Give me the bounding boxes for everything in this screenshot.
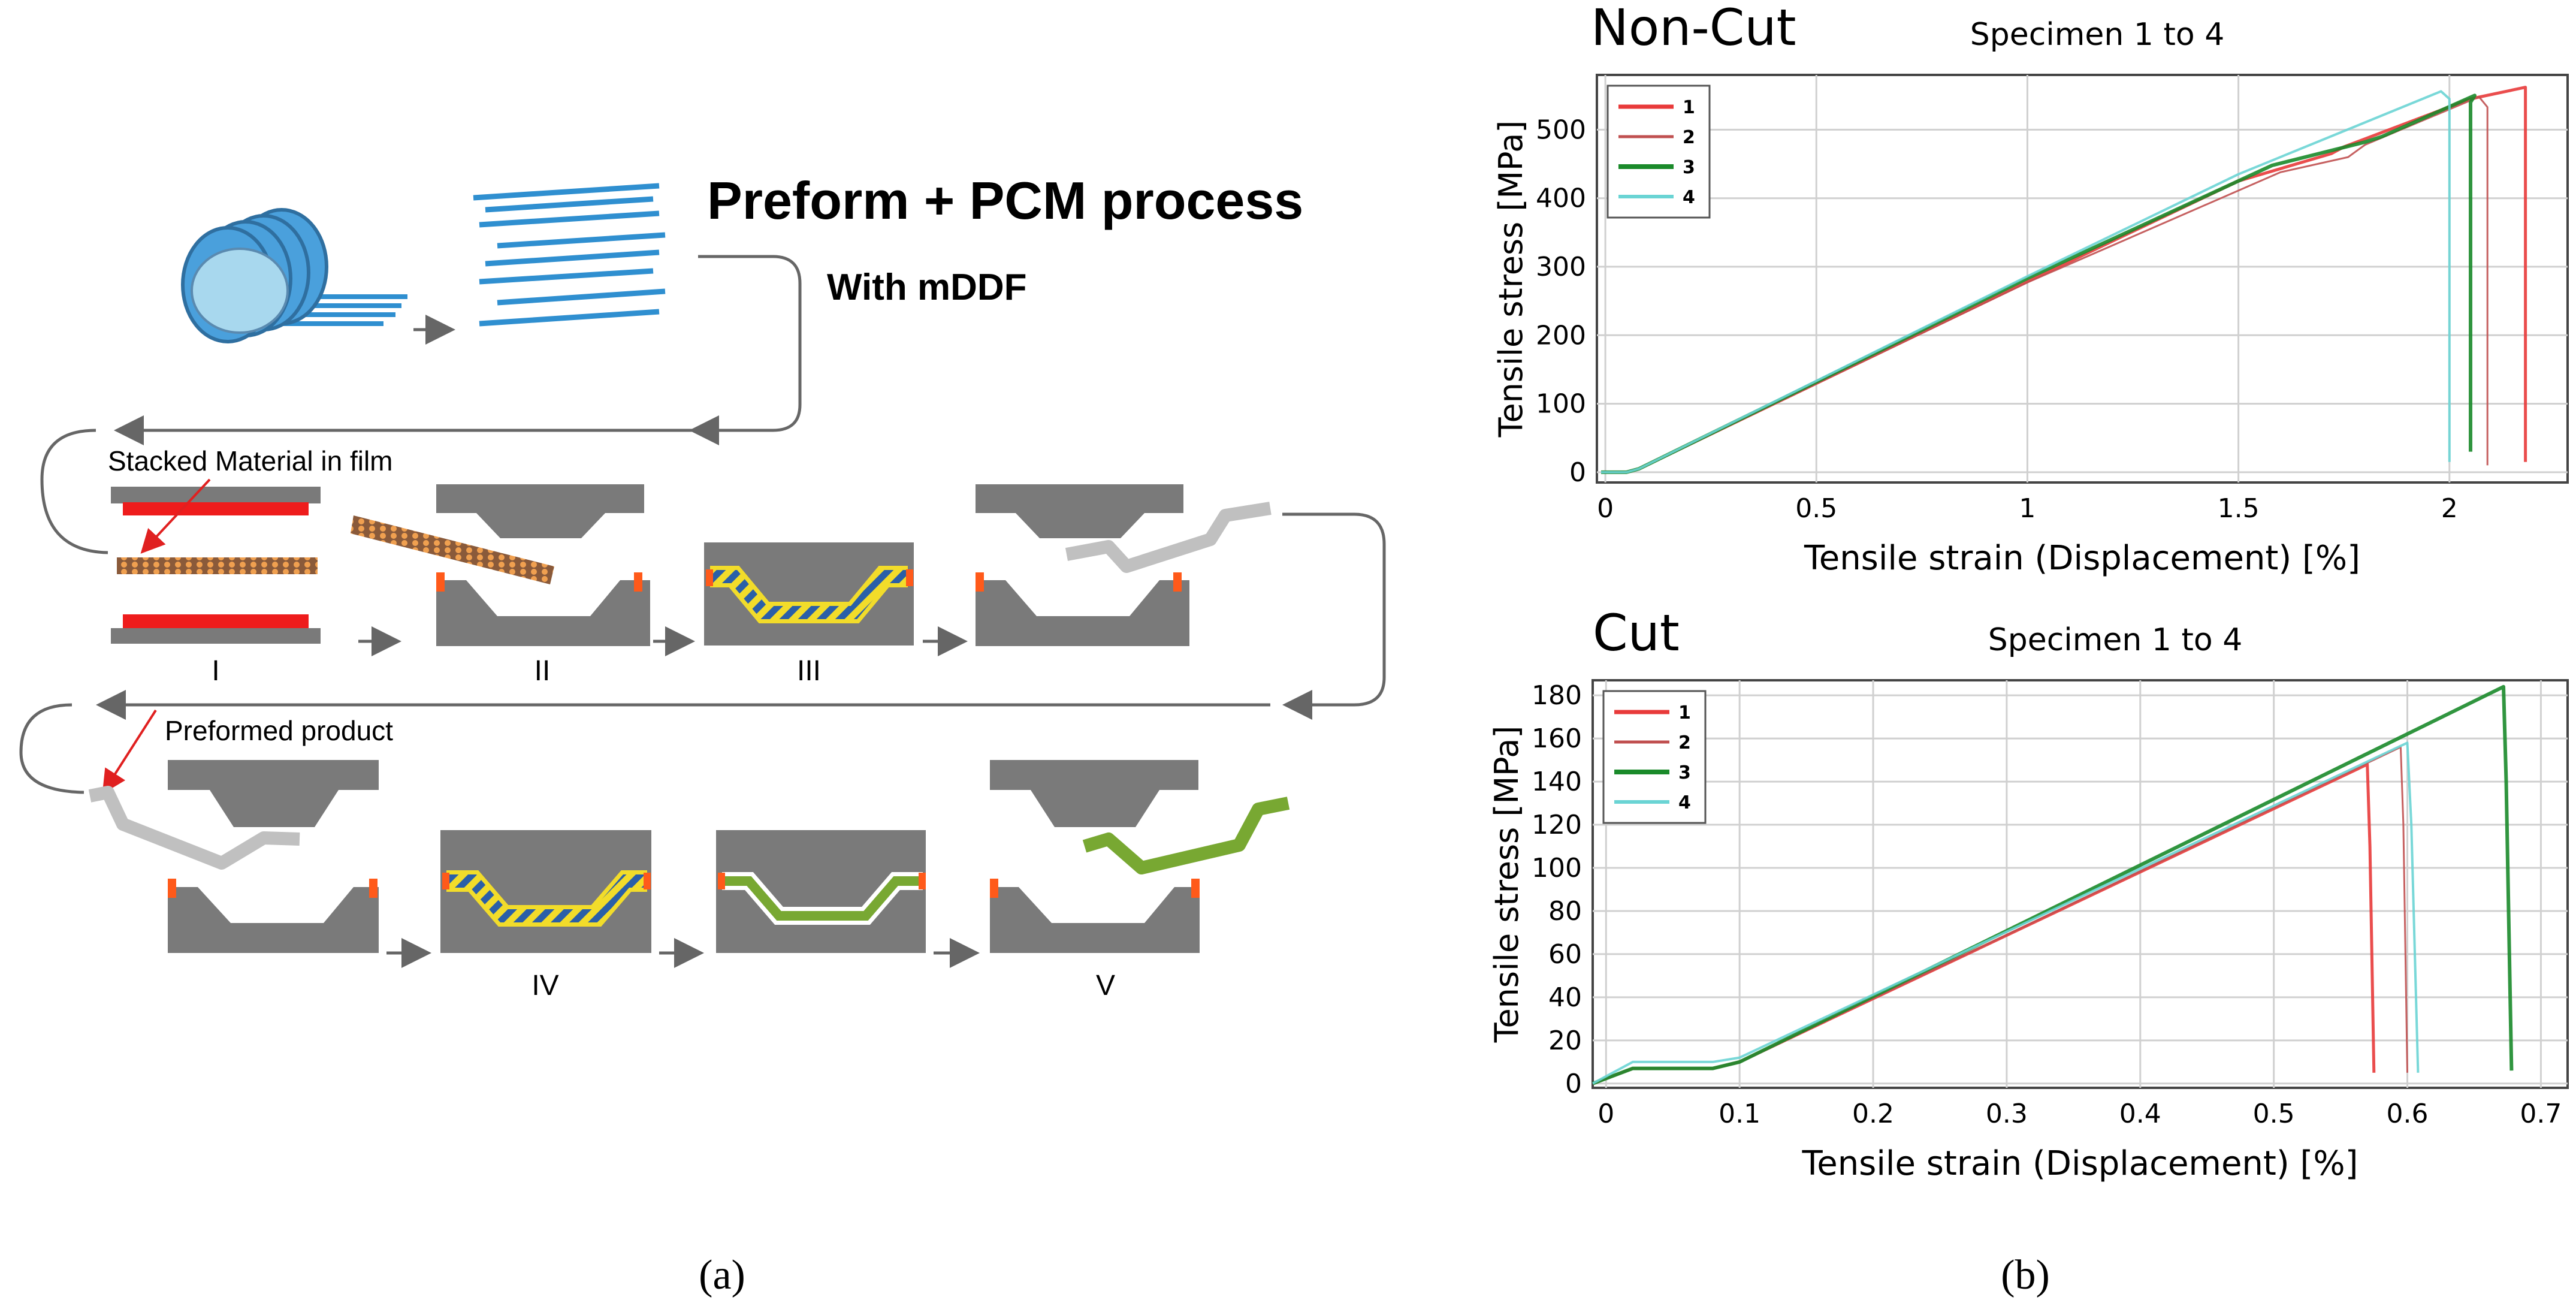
- pointer-arrow: [102, 709, 157, 794]
- x-tick-label: 0.5: [2253, 1099, 2295, 1129]
- x-tick-label: 2: [2441, 493, 2458, 524]
- step-label-i: I: [212, 655, 219, 687]
- step-label-iii: III: [797, 655, 821, 687]
- plot-area: [1596, 74, 2569, 484]
- x-tick-label: 0.5: [1795, 493, 1837, 524]
- step-ii: [351, 484, 650, 646]
- series-line-4: [1601, 90, 2451, 473]
- y-tick-label: 80: [1548, 896, 1582, 927]
- panel-label-a: (a): [699, 1252, 745, 1298]
- y-axis-label: Tensile stress [MPa]: [1492, 120, 1530, 438]
- connector: [1282, 512, 1386, 720]
- fiber-roll-icon: [181, 208, 407, 343]
- x-axis-label: Tensile strain (Displacement) [%]: [1802, 1144, 2358, 1183]
- preform-product: [1065, 502, 1272, 573]
- stacked-material: [117, 557, 318, 574]
- connector: [689, 255, 802, 445]
- y-tick-label: 20: [1548, 1026, 1582, 1056]
- y-tick-label: 40: [1548, 982, 1582, 1013]
- step-label-iv: IV: [531, 970, 558, 1002]
- legend-label: 3: [1683, 157, 1695, 178]
- y-tick-label: 120: [1532, 810, 1582, 840]
- connector: [40, 429, 108, 554]
- y-tick-label: 140: [1532, 767, 1582, 797]
- y-tick-label: 160: [1532, 723, 1582, 754]
- legend-label: 4: [1683, 187, 1695, 208]
- x-tick-label: 0.6: [2387, 1099, 2429, 1129]
- y-tick-label: 100: [1532, 853, 1582, 883]
- mold-bottom: [436, 580, 650, 646]
- chart-title: Non-Cut: [1591, 0, 1796, 57]
- legend-label: 1: [1678, 702, 1691, 723]
- process-subtitle: With mDDF: [827, 267, 1027, 308]
- step-iv: [440, 830, 651, 953]
- x-tick-label: 0.2: [1852, 1099, 1894, 1129]
- y-axis-label: Tensile stress [MPa]: [1488, 726, 1526, 1043]
- panel-label-b: (b): [2001, 1252, 2050, 1298]
- label-stacked-material: Stacked Material in film: [108, 445, 393, 476]
- final-product: [1082, 797, 1290, 874]
- chart-non-cut: Non-Cut Specimen 1 to 4 0 0.5 1 1.5 2 0 100 200 30…: [1492, 0, 2569, 578]
- process-title: Preform + PCM process: [707, 171, 1303, 230]
- stacked-material: [351, 515, 554, 584]
- x-tick-label: 0: [1597, 493, 1614, 524]
- x-tick-label: 0.1: [1719, 1099, 1760, 1129]
- preform-product: [88, 786, 300, 870]
- step-v: [990, 760, 1290, 953]
- connector: [19, 703, 84, 794]
- mold-top: [436, 484, 644, 538]
- x-tick-label: 0.3: [1986, 1099, 2028, 1129]
- y-tick-label: 0: [1569, 457, 1586, 488]
- chart-title: Cut: [1593, 604, 1680, 662]
- step-demold: [976, 484, 1272, 646]
- step-i: [111, 487, 321, 644]
- step-label-v: V: [1096, 970, 1115, 1002]
- y-tick-label: 500: [1536, 114, 1586, 145]
- legend-label: 1: [1683, 97, 1695, 118]
- chart-cut: Cut Specimen 1 to 4 0 0.1 0.2 0.3 0.4 0.5 0.6 0.7…: [1488, 604, 2569, 1183]
- heater-top: [123, 502, 309, 515]
- process-diagram: Preform + PCM process With mDDF Stacked …: [19, 171, 1386, 1002]
- chart-subtitle: Specimen 1 to 4: [1988, 622, 2243, 658]
- step-iv-open: [168, 760, 379, 953]
- x-tick-label: 0.4: [2119, 1099, 2161, 1129]
- y-tick-label: 300: [1536, 252, 1586, 282]
- legend-label: 2: [1678, 732, 1691, 753]
- heater-bottom: [123, 614, 309, 629]
- series-line-4: [1592, 741, 2420, 1085]
- label-preformed-product: Preformed product: [165, 715, 393, 746]
- y-tick-label: 100: [1536, 389, 1586, 420]
- step-cure: [716, 830, 926, 953]
- x-axis-label: Tensile strain (Displacement) [%]: [1804, 539, 2360, 578]
- y-tick-label: 180: [1532, 680, 1582, 711]
- legend-label: 2: [1683, 127, 1695, 148]
- step-label-ii: II: [534, 655, 551, 687]
- x-tick-label: 0: [1597, 1099, 1614, 1129]
- chart-subtitle: Specimen 1 to 4: [1970, 17, 2225, 53]
- y-tick-label: 0: [1565, 1069, 1582, 1099]
- x-tick-label: 1.5: [2218, 493, 2260, 524]
- legend-label: 3: [1678, 762, 1691, 783]
- stacked-layers-icon: [473, 183, 666, 327]
- y-tick-label: 60: [1548, 939, 1582, 970]
- y-tick-label: 400: [1536, 183, 1586, 214]
- x-tick-label: 1: [2019, 493, 2036, 524]
- x-tick-label: 0.7: [2520, 1099, 2562, 1129]
- y-tick-label: 200: [1536, 320, 1586, 351]
- legend-label: 4: [1678, 792, 1691, 813]
- pointer-arrow: [140, 478, 211, 554]
- step-iii: [704, 542, 914, 646]
- series-line-3: [1591, 684, 2514, 1085]
